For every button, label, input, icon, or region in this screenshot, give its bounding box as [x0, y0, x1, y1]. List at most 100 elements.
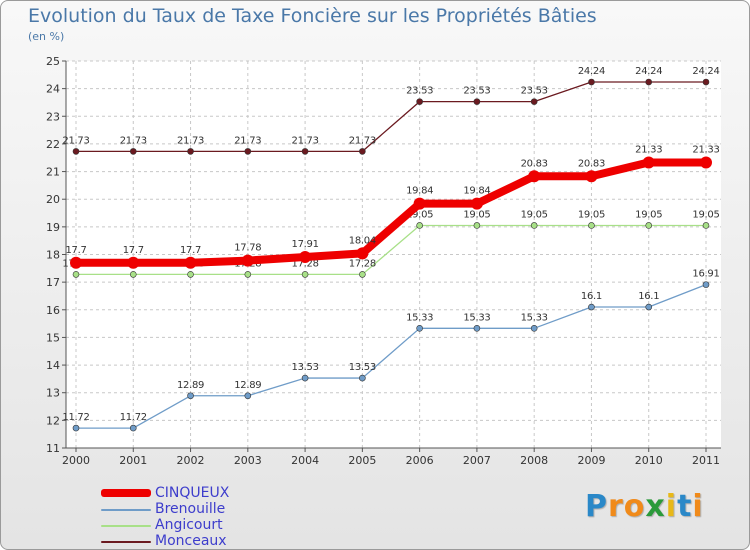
data-label-cinqueux: 17.7 [123, 245, 144, 256]
logo-letter: x [645, 489, 666, 524]
data-label-angicourt: 19.05 [578, 209, 605, 220]
logo-letter: P [585, 489, 608, 524]
y-tick-label: 17 [46, 276, 60, 289]
data-label-brenouille: 15.33 [406, 312, 433, 323]
data-label-cinqueux: 17.91 [292, 239, 319, 250]
y-tick-label: 23 [46, 110, 60, 123]
y-tick-label: 19 [46, 221, 60, 234]
data-label-cinqueux: 19.84 [406, 186, 433, 197]
x-tick-label: 2007 [463, 454, 491, 467]
data-label-brenouille: 12.89 [177, 380, 204, 391]
y-tick-label: 21 [46, 166, 60, 179]
data-point-monceaux [72, 148, 80, 155]
chart-title: Evolution du Taux de Taxe Foncière sur l… [28, 5, 597, 27]
data-label-brenouille: 15.33 [463, 312, 490, 323]
data-point-monceaux [588, 78, 595, 86]
legend-label-brenouille: Brenouille [155, 501, 226, 517]
data-label-cinqueux: 17.78 [234, 243, 261, 254]
data-label-monceaux: 21.73 [177, 135, 204, 146]
data-point-monceaux [244, 148, 252, 155]
series-line-cinqueux [76, 158, 706, 267]
logo-letter: o [623, 489, 646, 524]
data-label-brenouille: 16.91 [692, 269, 719, 280]
data-point-cinqueux [184, 256, 197, 269]
data-point-angicourt [702, 222, 710, 229]
data-point-cinqueux [470, 197, 483, 210]
y-tick-label: 12 [46, 414, 60, 427]
data-label-angicourt: 17.28 [349, 258, 376, 269]
data-point-cinqueux [127, 256, 140, 269]
data-point-brenouille [416, 325, 423, 332]
x-tick-label: 2011 [692, 454, 720, 467]
data-point-angicourt [588, 222, 595, 229]
data-point-brenouille [129, 424, 137, 432]
data-point-cinqueux [356, 247, 369, 260]
x-tick-label: 2010 [635, 454, 663, 467]
data-point-cinqueux [241, 254, 254, 267]
data-point-brenouille [301, 374, 309, 382]
data-point-monceaux [416, 98, 423, 105]
series-line-monceaux [76, 81, 706, 153]
legend-swatch-angicourt [101, 525, 151, 527]
data-label-angicourt: 19.05 [635, 209, 662, 220]
legend-swatch-brenouille [101, 509, 151, 511]
proxiti-logo: Proxiti [585, 489, 704, 524]
unit-label: (en %) [28, 30, 65, 43]
x-tick-label: 2003 [234, 454, 262, 467]
data-point-angicourt [416, 222, 423, 229]
data-label-cinqueux: 21.33 [692, 144, 719, 155]
y-tick-label: 22 [46, 138, 60, 151]
x-tick-label: 2008 [520, 454, 548, 467]
data-label-cinqueux: 18.04 [349, 235, 376, 246]
data-label-brenouille: 12.89 [234, 380, 261, 391]
data-point-angicourt [530, 222, 538, 229]
data-label-brenouille: 16.1 [638, 291, 659, 302]
data-label-monceaux: 24.24 [692, 66, 719, 77]
data-point-angicourt [359, 271, 366, 278]
data-label-brenouille: 16.1 [581, 291, 602, 302]
data-label-monceaux: 21.73 [62, 135, 89, 146]
y-tick-label: 16 [46, 304, 60, 317]
x-tick-label: 2002 [177, 454, 205, 467]
y-tick-label: 25 [46, 55, 60, 68]
x-tick-label: 2004 [291, 454, 319, 467]
data-label-brenouille: 11.72 [62, 412, 89, 423]
data-label-brenouille: 13.53 [292, 362, 319, 373]
data-label-monceaux: 24.24 [578, 66, 605, 77]
data-point-angicourt [72, 271, 80, 278]
y-tick-label: 15 [46, 331, 60, 344]
series-line-angicourt [76, 224, 706, 276]
data-point-brenouille [72, 424, 80, 432]
data-point-cinqueux [700, 156, 712, 169]
data-point-monceaux [187, 148, 194, 155]
data-point-cinqueux [528, 170, 541, 183]
data-point-brenouille [530, 325, 538, 332]
y-tick-label: 11 [46, 442, 60, 455]
data-label-angicourt: 19.05 [692, 209, 719, 220]
data-label-monceaux: 24.24 [635, 66, 662, 77]
data-label-cinqueux: 17.7 [180, 245, 201, 256]
x-tick-label: 2006 [406, 454, 434, 467]
logo-letter: t [677, 489, 693, 524]
x-tick-label: 2001 [119, 454, 147, 467]
data-point-cinqueux [642, 156, 655, 169]
data-point-cinqueux [413, 197, 426, 210]
data-label-angicourt: 19.05 [521, 209, 548, 220]
data-point-monceaux [702, 78, 710, 86]
data-point-angicourt [473, 222, 481, 229]
data-point-angicourt [645, 222, 653, 229]
data-point-brenouille [702, 281, 710, 288]
legend-label-monceaux: Monceaux [155, 533, 227, 549]
data-label-cinqueux: 21.33 [635, 144, 662, 155]
legend-label-cinqueux: CINQUEUX [155, 485, 230, 501]
data-label-monceaux: 23.53 [406, 86, 433, 97]
data-label-angicourt: 19.05 [463, 209, 490, 220]
data-label-monceaux: 21.73 [234, 135, 261, 146]
data-point-monceaux [301, 148, 309, 155]
data-label-monceaux: 21.73 [120, 135, 147, 146]
logo-letter: r [608, 489, 624, 524]
legend-swatch-cinqueux [101, 489, 151, 497]
data-point-brenouille [187, 392, 194, 400]
data-label-monceaux: 21.73 [292, 135, 319, 146]
